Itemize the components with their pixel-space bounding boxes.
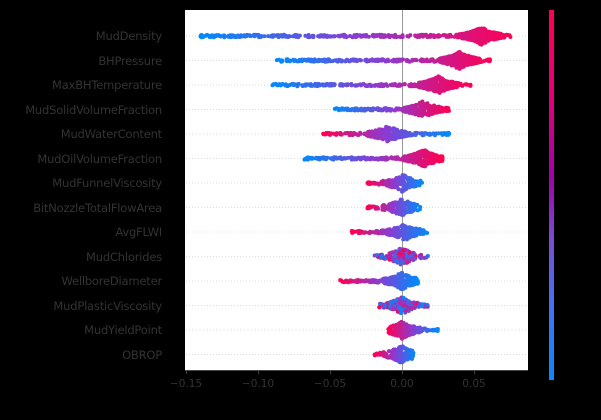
x-tick-label: 0.00	[390, 378, 414, 390]
x-axis-line	[185, 370, 528, 371]
feature-label: MudWaterContent	[60, 127, 162, 141]
feature-label: MudSolidVolumeFraction	[25, 102, 162, 117]
feature-label: MudOilVolumeFraction	[37, 151, 162, 166]
feature-label: MudYieldPoint	[84, 323, 162, 337]
feature-label: MudPlasticViscosity	[53, 298, 162, 313]
plot-area	[185, 10, 528, 370]
x-tick	[258, 371, 259, 374]
x-tick	[474, 371, 475, 374]
feature-label: WellboreDiameter	[61, 274, 162, 288]
x-tick-label: −0.05	[313, 378, 347, 390]
feature-label: AvgFLWI	[115, 225, 162, 239]
x-tick-label: −0.15	[169, 378, 203, 390]
x-tick	[402, 371, 403, 374]
x-tick-label: 0.05	[462, 378, 486, 390]
x-tick	[186, 371, 187, 374]
feature-label: MudFunnelViscosity	[52, 176, 162, 190]
feature-label: MudChlorides	[86, 249, 162, 264]
feature-label: MudDensity	[95, 29, 162, 43]
feature-label: BitNozzleTotalFlowArea	[33, 200, 162, 215]
x-tick-label: −0.10	[241, 378, 275, 390]
x-tick	[330, 371, 331, 374]
feature-value-colorbar	[549, 10, 554, 380]
feature-label: BHPressure	[98, 53, 162, 68]
feature-label: OBROP	[122, 347, 162, 362]
feature-label: MaxBHTemperature	[52, 78, 162, 92]
